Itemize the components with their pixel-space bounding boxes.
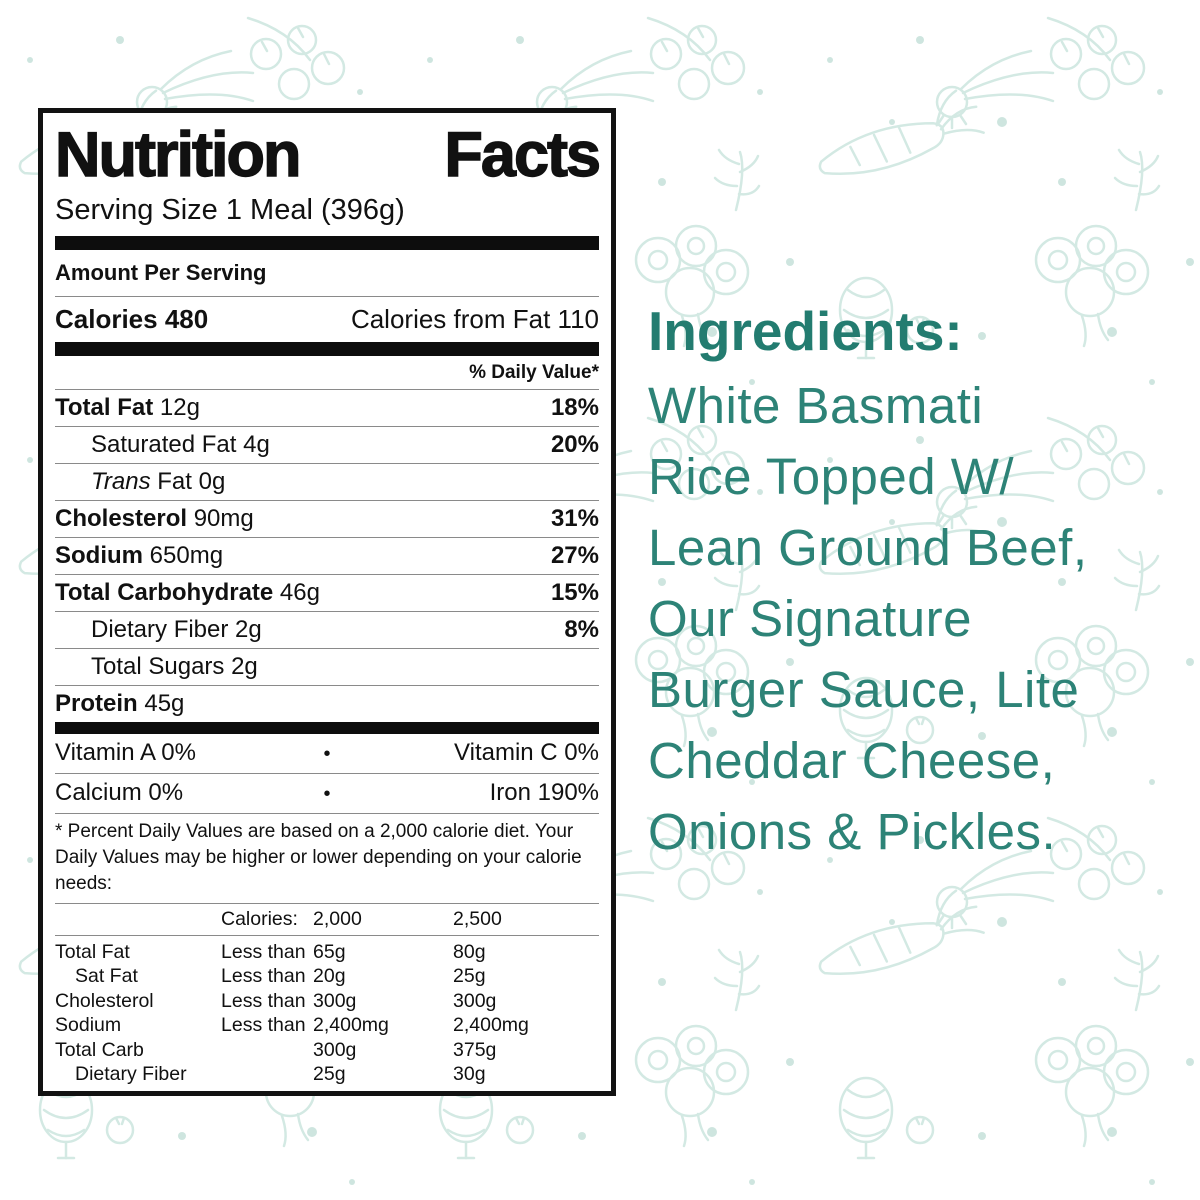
nutrient-row-total-sugars: Total Sugars 2g: [55, 648, 599, 685]
nutrient-name: Fat: [157, 468, 192, 495]
reference-values-table: Calories: 2,000 2,500 Total Fat Less tha…: [55, 903, 599, 1087]
nutrient-row-dietary-fiber: Dietary Fiber 2g 8%: [55, 611, 599, 648]
reference-row-sodium: Sodium Less than 2,400mg 2,400mg: [55, 1014, 529, 1036]
nutrient-dv: 20%: [550, 431, 599, 458]
label-title-word-2: Facts: [444, 120, 602, 190]
vitamin-a: Vitamin A 0%: [55, 739, 196, 766]
calories-row: Calories 480 Calories from Fat 110: [55, 297, 599, 342]
nutrient-name: Total Fat: [55, 394, 154, 421]
divider-bar-calories: [55, 342, 599, 356]
divider-bar-protein: [55, 722, 599, 734]
reference-row-total-fat: Total Fat Less than 65g 80g: [55, 940, 486, 963]
nutrient-name: Total Carbohydrate: [55, 579, 274, 606]
nutrient-name: Protein: [55, 690, 138, 717]
micronutrient-row-minerals: Calcium 0% • Iron 190%: [55, 774, 599, 814]
micronutrient-row-vitamins: Vitamin A 0% • Vitamin C 0%: [55, 734, 599, 774]
nutrient-amount: 2g: [231, 653, 258, 680]
nutrient-name: Total Sugars: [91, 653, 225, 680]
ingredients-line: White Basmati: [648, 377, 984, 434]
ingredients-line: Rice Topped W/: [648, 448, 1015, 505]
nutrient-name: Sodium: [55, 542, 143, 569]
daily-value-footnote: * Percent Daily Values are based on a 2,…: [55, 821, 582, 894]
nutrient-row-trans-fat: Trans Fat 0g: [55, 463, 599, 500]
nutrient-dv: 15%: [550, 579, 599, 606]
ingredients-panel: Ingredients: White Basmati Rice Topped W…: [648, 300, 1168, 867]
calories-from-fat: Calories from Fat 110: [350, 304, 599, 334]
nutrient-amount: 90mg: [193, 505, 254, 532]
nutrient-dv: 8%: [564, 616, 599, 643]
bullet-separator-icon: •: [323, 743, 331, 765]
amount-per-serving: Amount Per Serving: [55, 250, 599, 297]
nutrient-name: Saturated Fat: [91, 431, 237, 458]
reference-row-total-carb: Total Carb 300g 375g: [55, 1038, 497, 1061]
nutrient-amount: 45g: [144, 690, 185, 717]
iron: Iron 190%: [489, 779, 599, 806]
serving-size: Serving Size 1 Meal (396g): [55, 194, 405, 226]
header-2500: 2,500: [453, 908, 502, 930]
nutrient-name-italic: Trans: [91, 468, 151, 495]
nutrient-dv: 31%: [550, 505, 599, 532]
nutrient-name: Cholesterol: [55, 505, 188, 532]
reference-row-cholesterol: Cholesterol Less than 300g 300g: [55, 989, 497, 1012]
nutrient-name: Dietary Fiber: [91, 616, 229, 643]
nutrient-amount: 46g: [279, 579, 320, 606]
nutrient-amount: 4g: [243, 431, 270, 458]
nutrient-row-total-carbohydrate: Total Carbohydrate 46g 15%: [55, 574, 599, 611]
nutrient-row-cholesterol: Cholesterol 90mg 31%: [55, 500, 599, 537]
calories-value: Calories 480: [55, 304, 209, 334]
daily-value-header: % Daily Value*: [469, 362, 599, 383]
nutrient-row-total-fat: Total Fat 12g 18%: [55, 389, 599, 426]
nutrient-dv: 18%: [550, 394, 599, 421]
reference-row-sat-fat: Sat Fat Less than 20g 25g: [75, 965, 486, 987]
nutrient-amount: 12g: [159, 394, 200, 421]
bullet-separator-icon: •: [323, 783, 331, 805]
nutrient-amount: 2g: [235, 616, 262, 643]
ingredients-heading: Ingredients:: [648, 300, 963, 362]
nutrient-amount: 0g: [198, 468, 226, 495]
reference-table-header: Calories: 2,000 2,500: [55, 904, 599, 936]
ingredients-line: Our Signature: [648, 590, 973, 647]
reference-row-dietary-fiber: Dietary Fiber 25g 30g: [75, 1063, 486, 1085]
nutrient-row-protein: Protein 45g: [55, 685, 599, 722]
ingredients-line: Cheddar Cheese,: [648, 732, 1056, 789]
nutrient-dv: 27%: [550, 542, 599, 569]
label-title: Nutrition Facts: [54, 120, 602, 190]
nutrition-facts-label: Nutrition Facts Serving Size 1 Meal (396…: [38, 108, 616, 1096]
header-2000: 2,000: [313, 908, 362, 930]
divider-bar-top: [55, 236, 599, 250]
calcium: Calcium 0%: [55, 779, 184, 806]
ingredients-line: Onions & Pickles.: [648, 803, 1057, 860]
nutrient-row-saturated-fat: Saturated Fat 4g 20%: [55, 426, 599, 463]
vitamin-c: Vitamin C 0%: [454, 739, 599, 766]
ingredients-line: Burger Sauce, Lite: [648, 661, 1080, 718]
nutrient-row-sodium: Sodium 650mg 27%: [55, 537, 599, 574]
header-calories: Calories:: [221, 908, 298, 930]
nutrient-amount: 650mg: [149, 542, 224, 569]
ingredients-line: Lean Ground Beef,: [648, 519, 1088, 576]
label-title-word-1: Nutrition: [54, 120, 302, 190]
